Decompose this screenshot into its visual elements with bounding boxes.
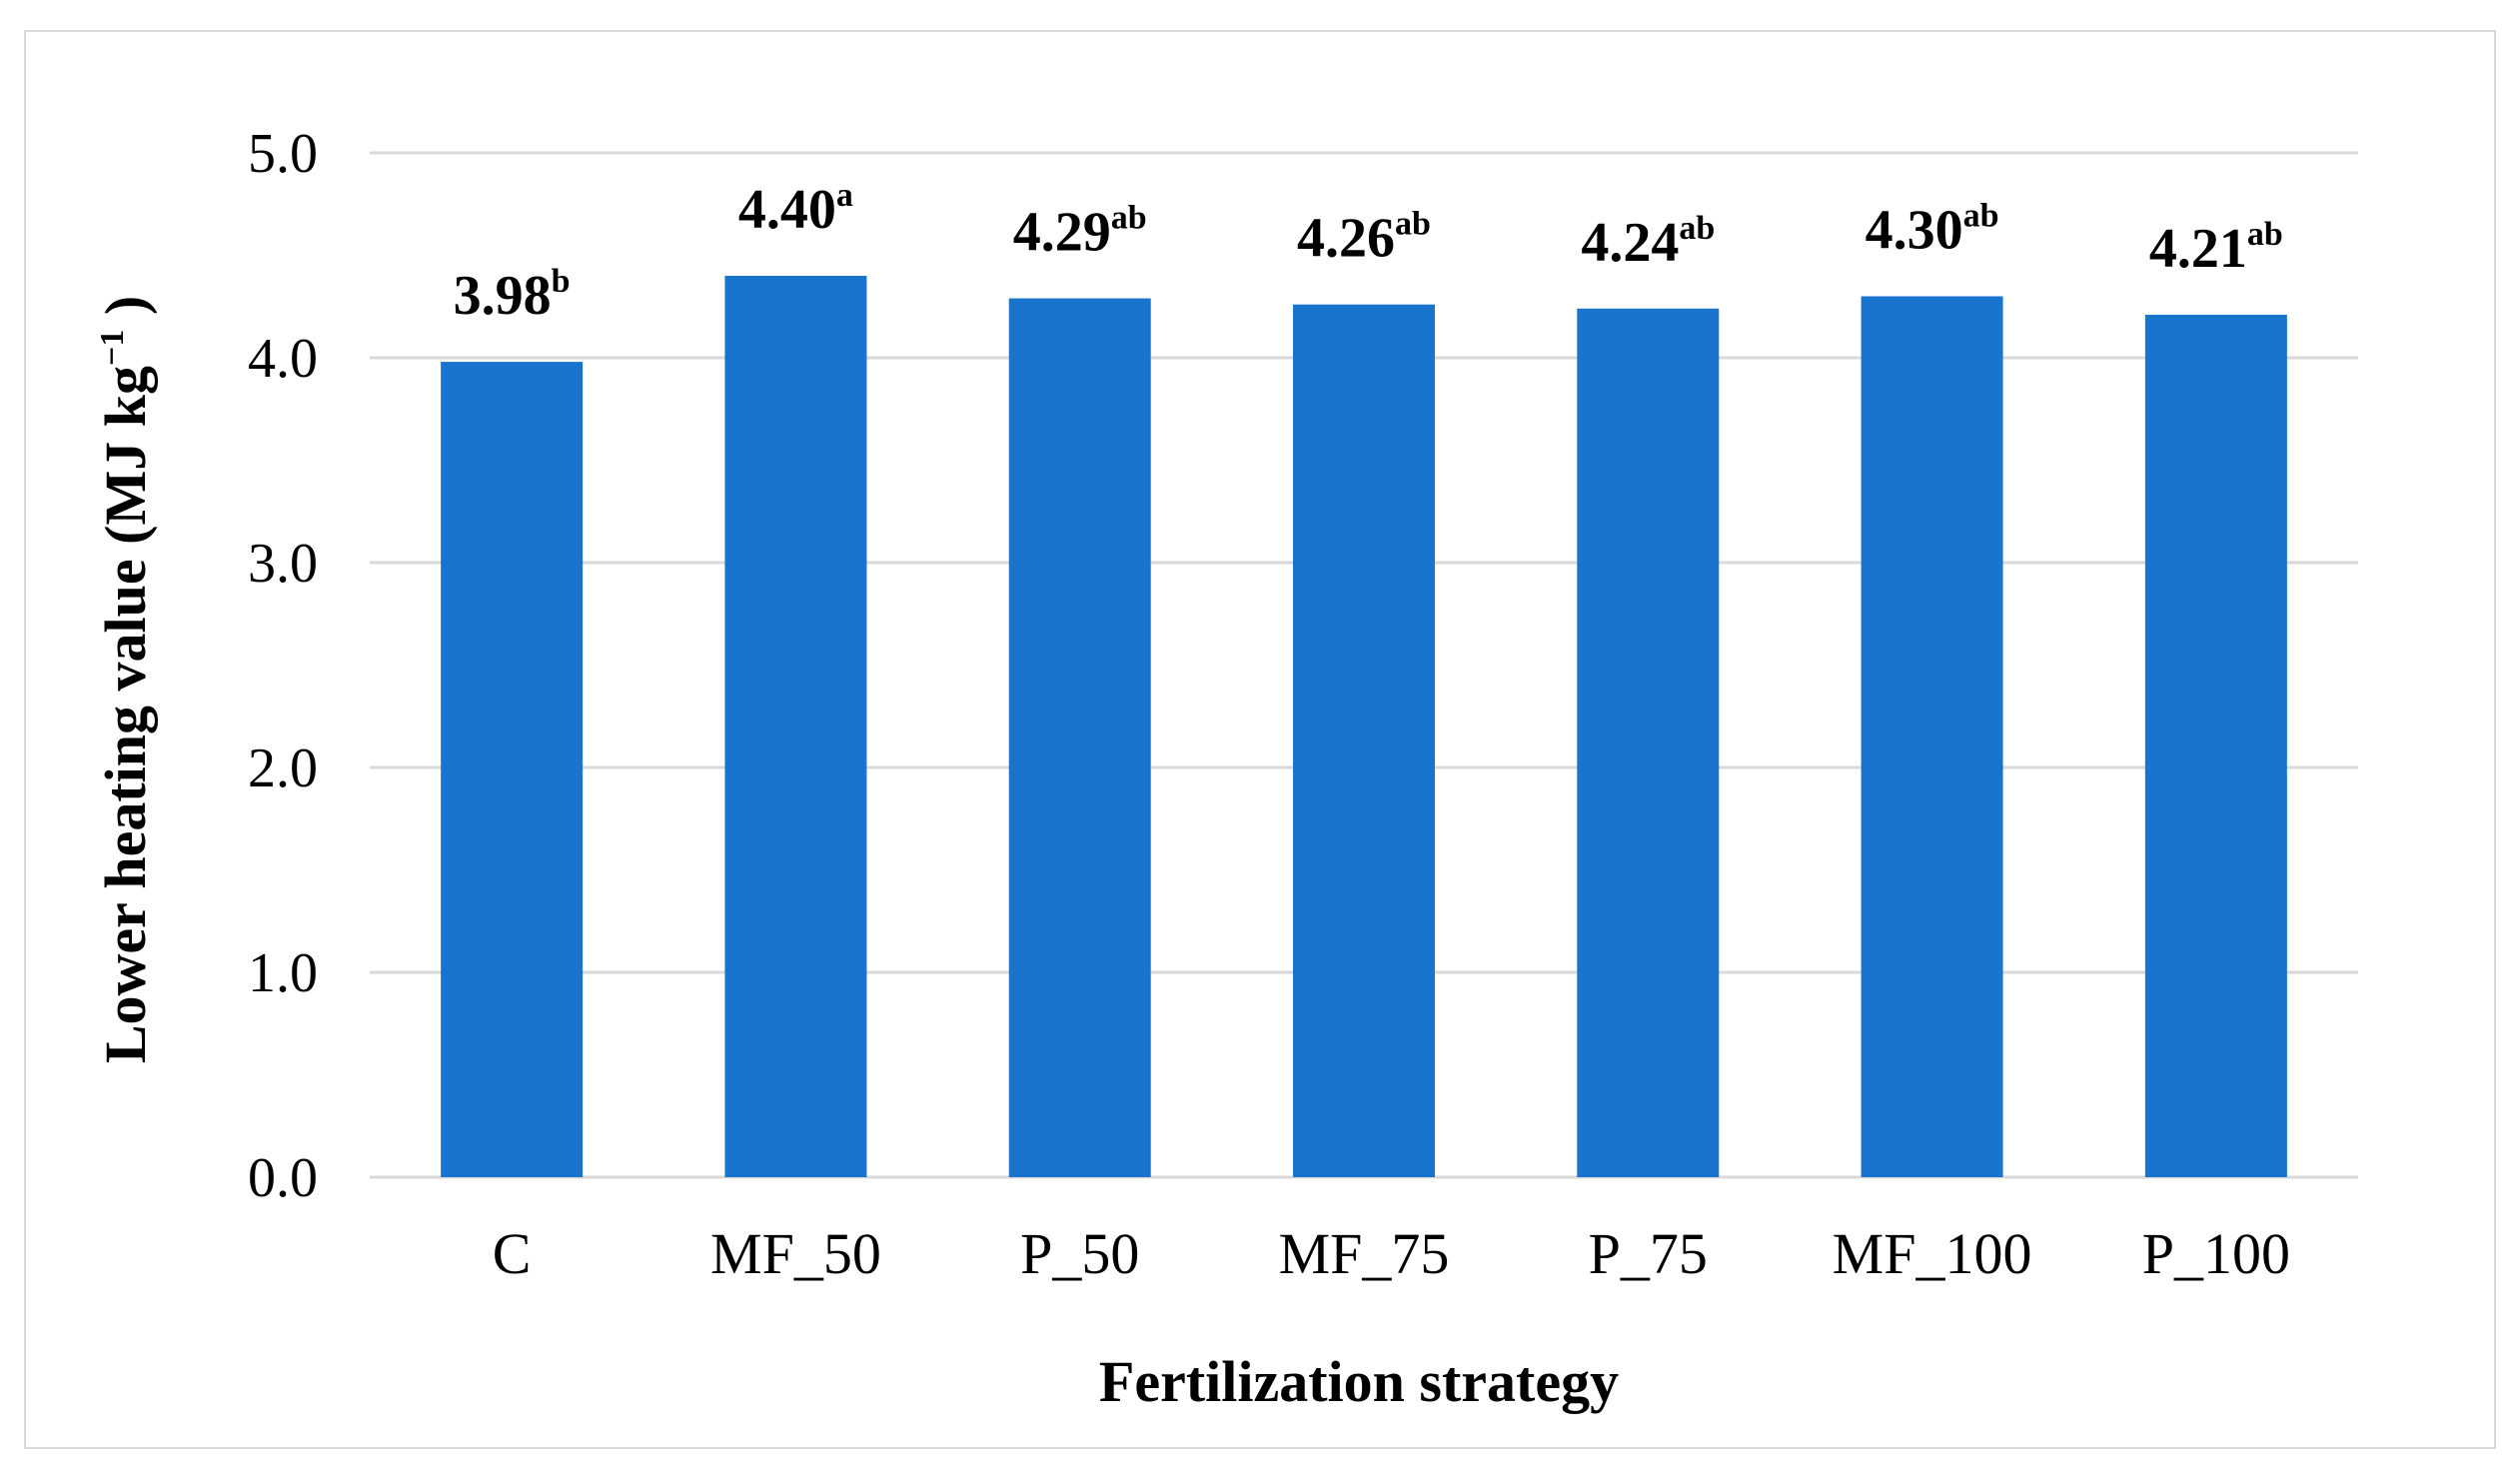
data-label-value: 3.98 — [454, 265, 552, 327]
data-label: 3.98b — [454, 263, 571, 327]
y-axis-ticks: 0.0 1.0 2.0 3.0 4.0 5.0 — [248, 123, 318, 1209]
y-tick-label: 1.0 — [248, 942, 318, 1004]
data-label: 4.40a — [738, 177, 853, 241]
y-tick-label: 3.0 — [248, 533, 318, 595]
y-tick-label: 2.0 — [248, 738, 318, 799]
bar-p-50 — [1008, 298, 1151, 1177]
data-label: 4.26ab — [1297, 206, 1431, 270]
data-label-value: 4.40 — [738, 179, 836, 241]
y-axis-title-end: ) — [93, 296, 158, 330]
x-category-label: P_75 — [1589, 1221, 1708, 1286]
y-axis-title-main: Lower heating value (MJ kg — [93, 366, 158, 1063]
data-label-letter: ab — [2247, 216, 2283, 253]
data-label-value: 4.29 — [1013, 202, 1111, 264]
bar-p-75 — [1577, 308, 1720, 1177]
data-label: 4.21ab — [2149, 216, 2283, 280]
data-label-letter: ab — [1111, 200, 1147, 237]
data-label-value: 4.26 — [1297, 208, 1395, 270]
data-label: 4.30ab — [1866, 198, 1999, 262]
data-label-letter: ab — [1963, 198, 1999, 235]
y-tick-label: 4.0 — [248, 328, 318, 390]
x-category-label: P_50 — [1020, 1221, 1139, 1286]
bar-mf-50 — [724, 276, 867, 1177]
data-label-value: 4.24 — [1581, 212, 1679, 274]
x-axis-categories: C MF_50 P_50 MF_75 P_75 MF_100 P_100 — [493, 1221, 2290, 1286]
y-axis-title-exponent: −1 — [94, 330, 131, 366]
x-category-label: MF_100 — [1833, 1221, 2032, 1286]
y-axis-title: Lower heating value (MJ kg−1 ) — [93, 296, 158, 1063]
x-axis-title: Fertilization strategy — [1099, 1349, 1619, 1414]
data-label: 4.24ab — [1581, 210, 1715, 274]
data-label-letter: b — [552, 263, 571, 300]
x-category-label: P_100 — [2142, 1221, 2290, 1286]
bar-p-100 — [2144, 314, 2287, 1177]
y-tick-label: 5.0 — [248, 123, 318, 185]
x-category-label: MF_75 — [1279, 1221, 1450, 1286]
y-tick-label: 0.0 — [248, 1147, 318, 1209]
bar-mf-100 — [1861, 296, 2003, 1177]
x-category-label: MF_50 — [710, 1221, 881, 1286]
data-label: 4.29ab — [1013, 200, 1147, 264]
bar-mf-75 — [1293, 304, 1435, 1177]
bars — [441, 276, 2287, 1178]
data-label-value: 4.21 — [2149, 218, 2247, 280]
chart-frame — [24, 30, 2496, 1449]
bar-c — [441, 362, 584, 1178]
data-label-letter: ab — [1395, 206, 1431, 243]
data-label-letter: ab — [1679, 210, 1715, 247]
data-label-letter: a — [836, 177, 853, 214]
data-label-value: 4.30 — [1866, 200, 1963, 262]
x-category-label: C — [493, 1221, 532, 1286]
